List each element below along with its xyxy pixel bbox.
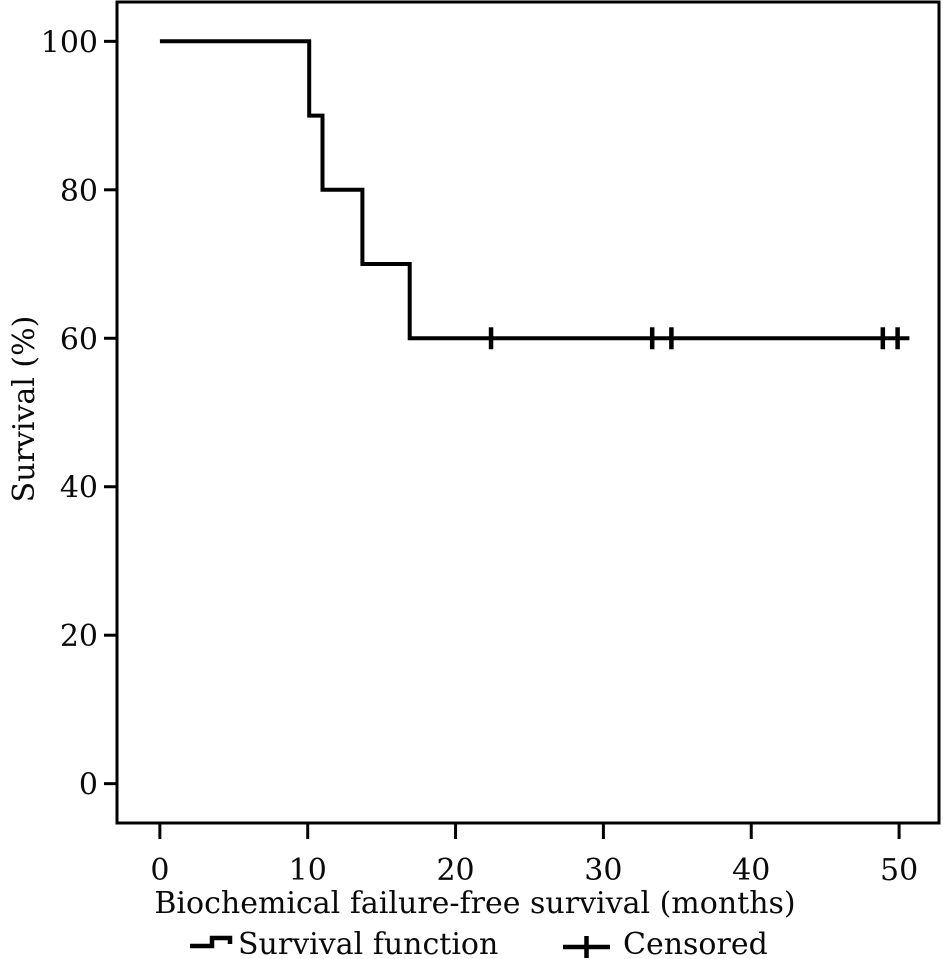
- y-tick-label: 80: [60, 174, 98, 209]
- plus-icon: [563, 936, 610, 958]
- legend-label-censored: Censored: [623, 927, 768, 959]
- y-tick-label: 20: [60, 619, 98, 654]
- x-axis-ticks: 0 10 20 30 40 50: [150, 823, 918, 888]
- legend-item-survival-function: Survival function: [190, 927, 498, 959]
- legend-item-censored: Censored: [563, 927, 768, 959]
- y-axis-title: Survival (%): [7, 316, 42, 503]
- x-tick-label: 40: [732, 853, 770, 888]
- x-tick-label: 50: [880, 853, 918, 888]
- censor-marks: [488, 327, 900, 350]
- legend-label-survival-function: Survival function: [238, 927, 498, 959]
- x-tick-label: 20: [436, 853, 474, 888]
- survival-curve: [159, 39, 910, 341]
- y-axis-ticks: 0 20 40 60 80 100: [41, 25, 117, 803]
- x-tick-label: 30: [584, 853, 622, 888]
- x-tick-label: 10: [289, 853, 327, 888]
- y-tick-label: 0: [79, 768, 98, 803]
- y-tick-label: 60: [60, 322, 98, 357]
- y-tick-label: 100: [41, 25, 98, 60]
- x-axis-title: Biochemical failure-free survival (month…: [154, 886, 795, 921]
- legend: Survival function Censored: [190, 927, 768, 959]
- x-tick-label: 0: [150, 853, 169, 888]
- y-tick-label: 40: [60, 471, 98, 506]
- step-line-icon: [190, 935, 233, 949]
- plot-area: [115, 0, 941, 825]
